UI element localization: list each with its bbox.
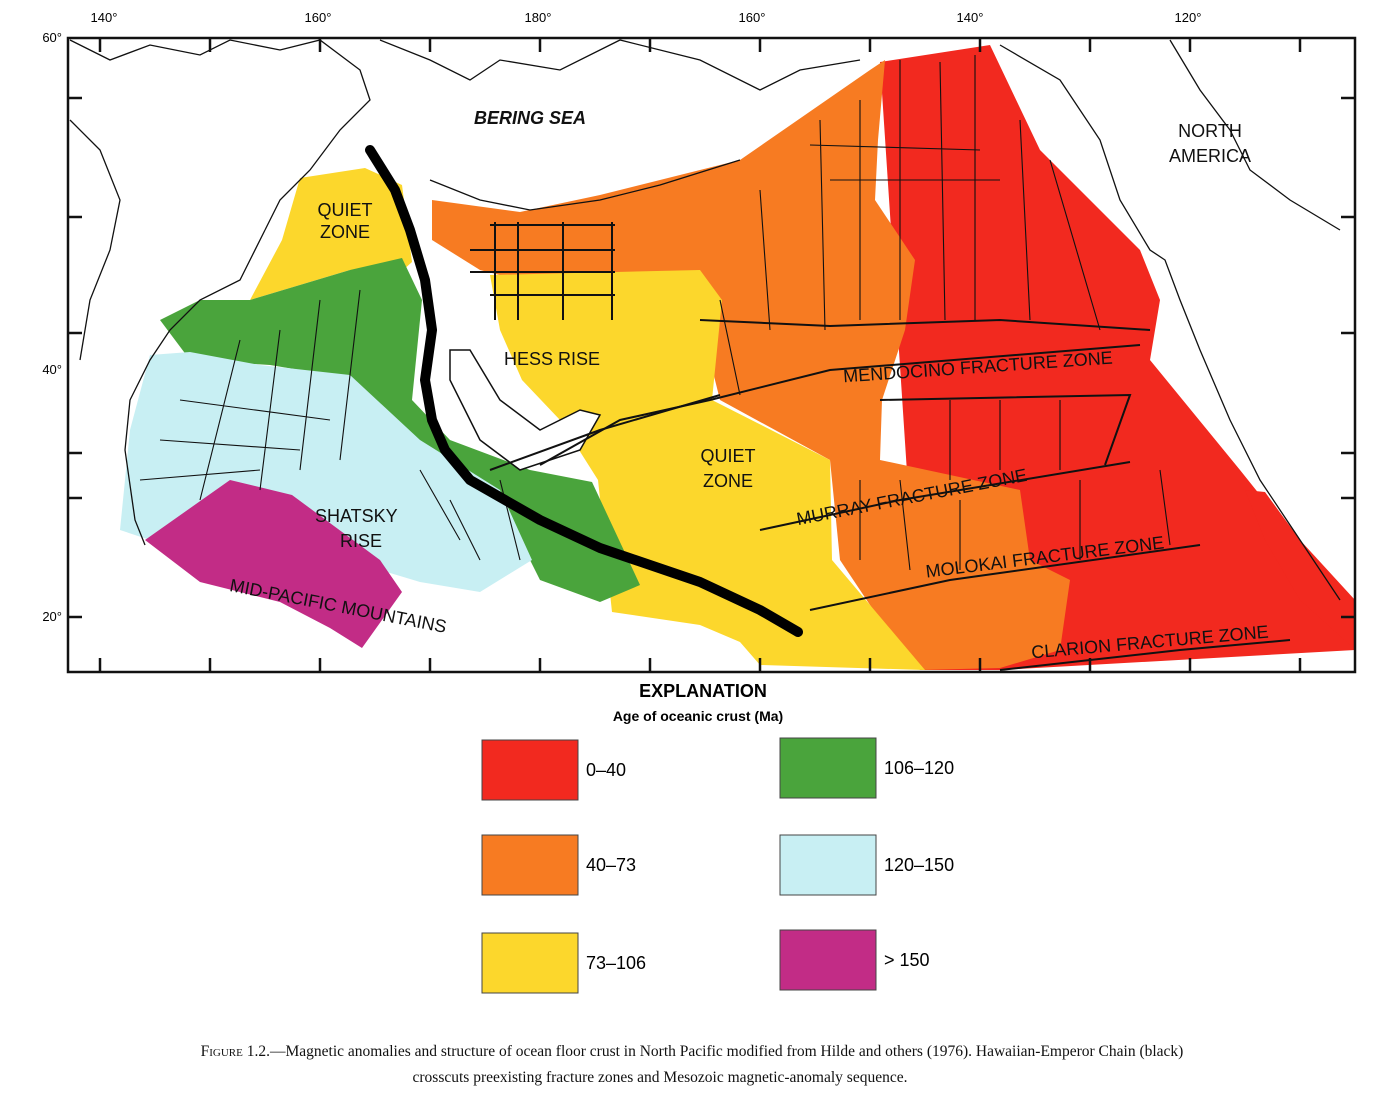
region-40-73 (432, 60, 1070, 670)
legend-label: 120–150 (884, 855, 954, 875)
fracture-zones (139, 55, 1291, 671)
legend-label: > 150 (884, 950, 930, 970)
legend-label: 106–120 (884, 758, 954, 778)
legend-swatch (481, 834, 579, 896)
region-73-106 (490, 270, 925, 670)
map-label: AMERICA (1169, 146, 1251, 166)
region-120-150 (120, 352, 532, 592)
legend-swatch (779, 929, 877, 991)
hess-rise-outline (449, 349, 602, 471)
lon-label: 180° (525, 10, 552, 25)
explanation: EXPLANATION Age of oceanic crust (Ma) 0–… (481, 681, 954, 994)
lat-label: 40° (42, 362, 62, 377)
explanation-subtitle: Age of oceanic crust (Ma) (613, 708, 783, 724)
map-label: HESS RISE (504, 349, 600, 369)
map-label: QUIET (317, 200, 372, 220)
lon-label: 120° (1175, 10, 1202, 25)
crust-regions (120, 45, 1355, 670)
lat-label: 20° (42, 609, 62, 624)
caption-text: —Magnetic anomalies and structure of oce… (269, 1043, 1183, 1060)
map-label: BERING SEA (474, 108, 586, 128)
lon-label: 140° (91, 10, 118, 25)
lon-labels: 140° 160° 180° 160° 140° 120° (91, 10, 1202, 25)
map-label: QUIET (700, 446, 755, 466)
map-label: RISE (340, 531, 382, 551)
caption-label: Figure 1.2. (201, 1043, 270, 1060)
legend-swatch (481, 739, 579, 801)
caption-line: crosscuts preexisting fracture zones and… (413, 1069, 908, 1086)
lat-labels: 60° 40° 20° (42, 30, 62, 624)
legend-label: 0–40 (586, 760, 626, 780)
map-label: NORTH (1178, 121, 1242, 141)
lon-label: 160° (739, 10, 766, 25)
legend-label: 40–73 (586, 855, 636, 875)
region-0-40 (1245, 490, 1355, 645)
map-label: SHATSKY (315, 506, 398, 526)
region-over-150 (145, 480, 402, 648)
legend-swatch (779, 834, 877, 896)
caption: Figure 1.2.—Magnetic anomalies and struc… (201, 1043, 1184, 1086)
caption-line: Figure 1.2.—Magnetic anomalies and struc… (201, 1043, 1184, 1060)
lon-label: 160° (305, 10, 332, 25)
lat-label: 60° (42, 30, 62, 45)
legend-swatch (779, 737, 877, 799)
legend-swatch (481, 932, 579, 994)
map-label: ZONE (320, 222, 370, 242)
hawaiian-emperor-chain (365, 145, 803, 637)
legend-label: 73–106 (586, 953, 646, 973)
lon-label: 140° (957, 10, 984, 25)
explanation-title: EXPLANATION (639, 681, 767, 701)
map-frame (66, 36, 1357, 674)
map-label: ZONE (703, 471, 753, 491)
